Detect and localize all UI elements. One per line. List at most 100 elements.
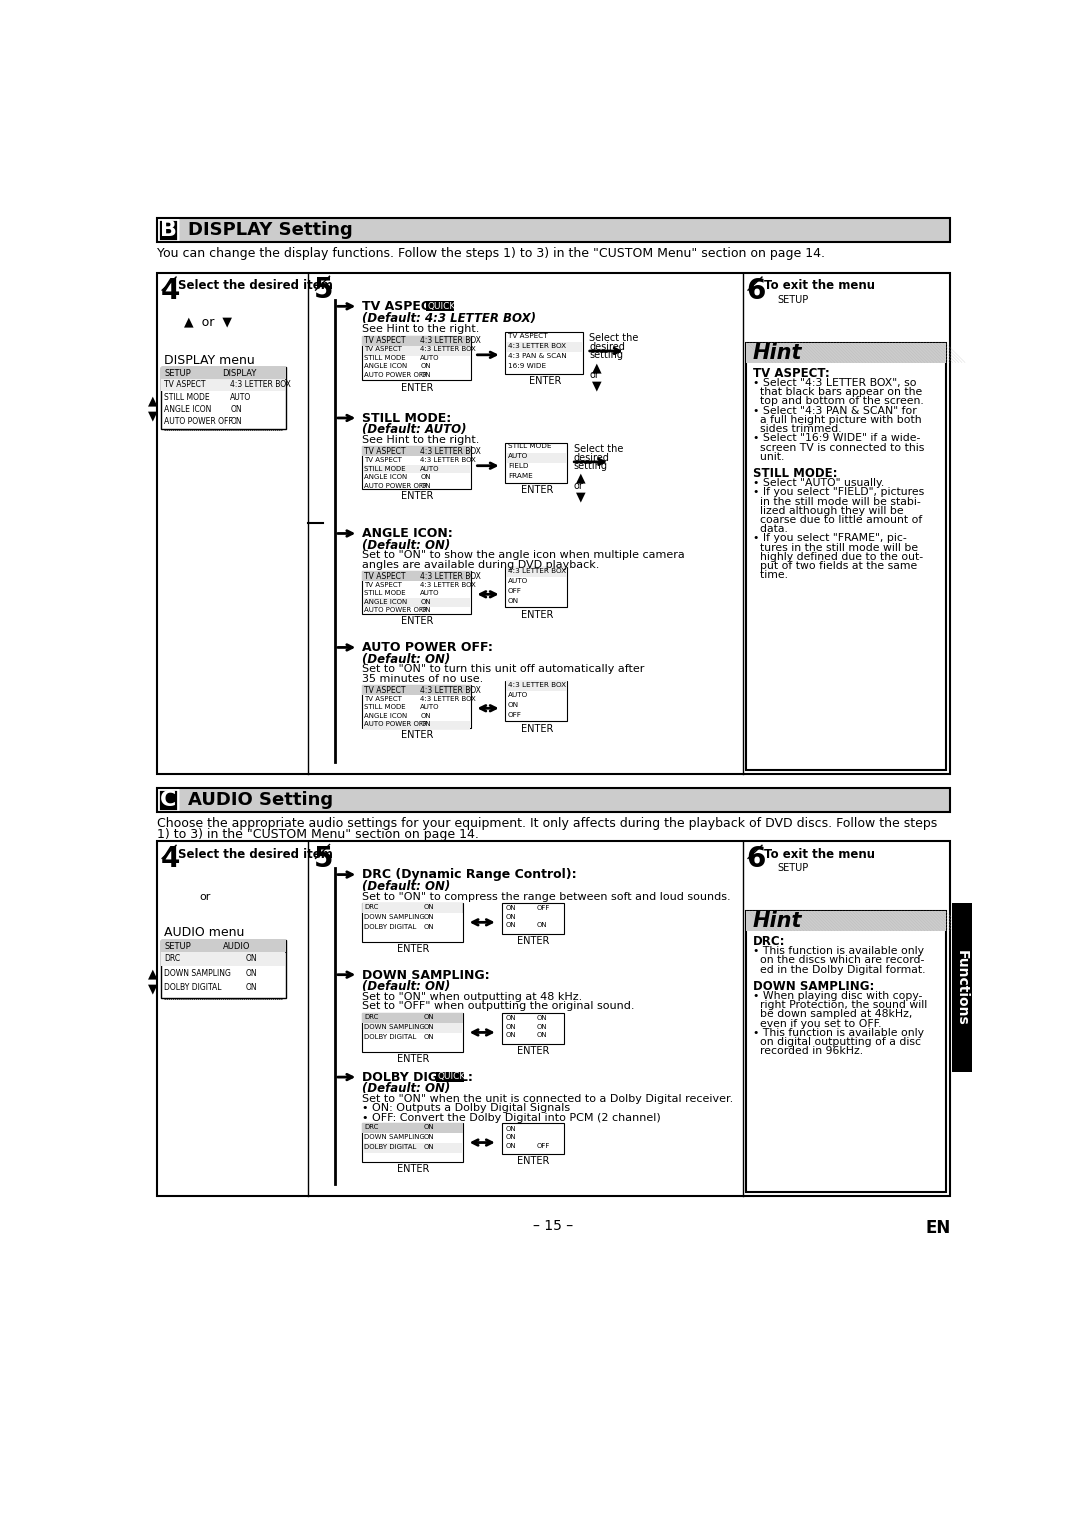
Text: on digital outputting of a disc: on digital outputting of a disc <box>753 1038 920 1047</box>
FancyBboxPatch shape <box>161 940 286 952</box>
Text: desired: desired <box>590 342 625 351</box>
Text: ENTER: ENTER <box>401 491 433 501</box>
Text: angles are available during DVD playback.: angles are available during DVD playback… <box>362 560 599 569</box>
FancyBboxPatch shape <box>362 903 463 913</box>
Text: 6: 6 <box>746 845 766 873</box>
FancyBboxPatch shape <box>362 903 463 942</box>
FancyBboxPatch shape <box>157 218 180 243</box>
Text: 4:3 LETTER BOX: 4:3 LETTER BOX <box>420 696 476 702</box>
FancyBboxPatch shape <box>362 571 471 581</box>
Text: Choose the appropriate audio settings for your equipment. It only affects during: Choose the appropriate audio settings fo… <box>157 816 937 830</box>
FancyBboxPatch shape <box>362 336 471 345</box>
Text: ▲: ▲ <box>592 362 602 374</box>
Text: TV ASPECT:: TV ASPECT: <box>362 301 443 313</box>
Text: 4:3 PAN & SCAN: 4:3 PAN & SCAN <box>508 353 567 359</box>
Text: ON: ON <box>505 1015 516 1021</box>
Text: SETUP: SETUP <box>164 943 191 951</box>
Text: See Hint to the right.: See Hint to the right. <box>362 435 480 446</box>
Text: be down sampled at 48kHz,: be down sampled at 48kHz, <box>753 1009 912 1019</box>
FancyBboxPatch shape <box>362 685 471 728</box>
FancyBboxPatch shape <box>161 940 286 998</box>
Text: ENTER: ENTER <box>517 1157 550 1166</box>
Text: data.: data. <box>753 525 787 534</box>
Text: ON: ON <box>420 372 431 378</box>
Text: ANGLE ICON: ANGLE ICON <box>164 404 212 414</box>
FancyBboxPatch shape <box>505 331 583 374</box>
FancyBboxPatch shape <box>157 841 950 1196</box>
Text: AUTO: AUTO <box>420 356 440 360</box>
Text: AUTO POWER OFF: AUTO POWER OFF <box>364 482 428 488</box>
FancyBboxPatch shape <box>505 443 567 482</box>
FancyBboxPatch shape <box>746 911 946 931</box>
FancyBboxPatch shape <box>507 568 567 577</box>
Text: unit.: unit. <box>753 452 784 462</box>
Text: ON: ON <box>505 905 516 911</box>
Text: TV ASPECT: TV ASPECT <box>364 581 402 588</box>
Text: ENTER: ENTER <box>517 935 550 946</box>
Text: DRC:: DRC: <box>753 935 785 949</box>
Text: 16:9 WIDE: 16:9 WIDE <box>508 363 545 369</box>
Text: AUTO: AUTO <box>420 591 440 597</box>
Text: You can change the display functions. Follow the steps 1) to 3) in the "CUSTOM M: You can change the display functions. Fo… <box>157 247 825 259</box>
Text: ENTER: ENTER <box>521 485 553 494</box>
Text: To exit the menu: To exit the menu <box>764 279 875 293</box>
Text: that black bars appear on the: that black bars appear on the <box>753 388 922 397</box>
Text: 4:3 LETTER BOX: 4:3 LETTER BOX <box>420 572 481 581</box>
Text: ON: ON <box>420 482 431 488</box>
Text: SETUP: SETUP <box>778 864 809 873</box>
Text: (Default: ON): (Default: ON) <box>362 539 450 552</box>
FancyBboxPatch shape <box>363 1024 462 1033</box>
Text: or: or <box>573 481 583 491</box>
Text: SETUP: SETUP <box>778 295 809 305</box>
Text: highly defined due to the out-: highly defined due to the out- <box>753 552 922 562</box>
Text: right Protection, the sound will: right Protection, the sound will <box>753 1000 927 1010</box>
Text: DISPLAY menu: DISPLAY menu <box>164 354 255 368</box>
Text: OFF: OFF <box>508 713 522 719</box>
Text: 4:3 LETTER BOX: 4:3 LETTER BOX <box>420 685 481 694</box>
FancyBboxPatch shape <box>746 911 946 1192</box>
Text: setting: setting <box>590 349 623 360</box>
Text: • This function is available only: • This function is available only <box>753 1029 923 1038</box>
Text: • Select "4:3 PAN & SCAN" for: • Select "4:3 PAN & SCAN" for <box>753 406 917 415</box>
Text: • This function is available only: • This function is available only <box>753 946 923 957</box>
Text: ANGLE ICON: ANGLE ICON <box>364 475 407 481</box>
Text: STILL MODE: STILL MODE <box>364 356 406 360</box>
Text: ▼: ▼ <box>592 380 602 392</box>
Text: • If you select "FRAME", pic-: • If you select "FRAME", pic- <box>753 534 906 543</box>
FancyBboxPatch shape <box>362 447 471 456</box>
Text: STILL MODE: STILL MODE <box>508 444 551 449</box>
Text: AUDIO Setting: AUDIO Setting <box>188 790 333 809</box>
Text: ▲: ▲ <box>576 472 585 485</box>
Text: ▼: ▼ <box>576 490 585 504</box>
Text: AUTO POWER OFF: AUTO POWER OFF <box>364 372 428 378</box>
FancyBboxPatch shape <box>507 453 567 462</box>
Text: Set to "ON" to show the angle icon when multiple camera: Set to "ON" to show the angle icon when … <box>362 551 685 560</box>
Text: ENTER: ENTER <box>397 1054 430 1064</box>
FancyBboxPatch shape <box>507 681 567 691</box>
Text: ON: ON <box>424 914 434 920</box>
Text: ON: ON <box>424 903 434 909</box>
FancyBboxPatch shape <box>362 1013 463 1051</box>
Text: AUTO POWER OFF: AUTO POWER OFF <box>364 607 428 613</box>
Text: ENTER: ENTER <box>521 723 553 734</box>
Text: ANGLE ICON:: ANGLE ICON: <box>362 528 453 540</box>
Text: sides trimmed.: sides trimmed. <box>753 424 841 433</box>
Text: DISPLAY: DISPLAY <box>222 369 257 378</box>
Text: DRC: DRC <box>364 903 379 909</box>
Text: AUTO POWER OFF: AUTO POWER OFF <box>364 722 428 728</box>
FancyBboxPatch shape <box>362 685 471 696</box>
Text: • If you select "FIELD", pictures: • If you select "FIELD", pictures <box>753 487 923 497</box>
Text: (Default: AUTO): (Default: AUTO) <box>362 423 467 436</box>
Text: DOWN SAMPLING:: DOWN SAMPLING: <box>753 980 874 993</box>
Text: AUTO: AUTO <box>508 693 528 697</box>
Text: OFF: OFF <box>537 905 550 911</box>
Text: To exit the menu: To exit the menu <box>764 847 875 861</box>
Text: TV ASPECT: TV ASPECT <box>364 346 402 353</box>
Text: TV ASPECT: TV ASPECT <box>164 380 206 389</box>
Text: AUDIO: AUDIO <box>222 943 251 951</box>
Text: Functions: Functions <box>955 949 969 1025</box>
Text: ENTER: ENTER <box>401 383 433 392</box>
Text: AUDIO menu: AUDIO menu <box>164 926 245 938</box>
Text: TV ASPECT: TV ASPECT <box>364 696 402 702</box>
FancyBboxPatch shape <box>746 342 946 769</box>
